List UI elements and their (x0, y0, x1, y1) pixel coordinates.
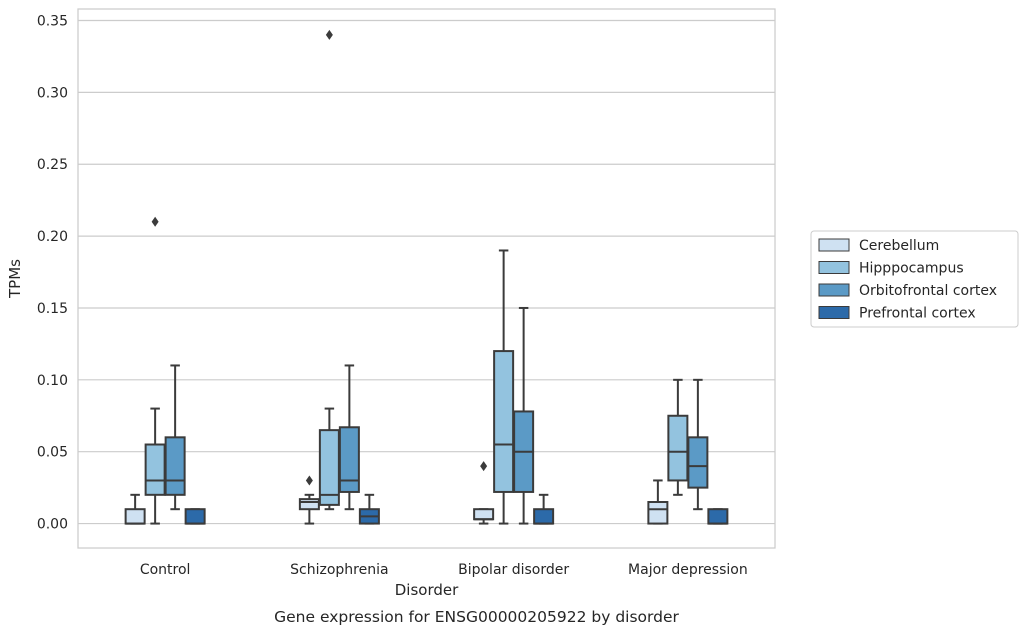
iqr-box (667, 414, 689, 482)
legend-entry-label: Cerebellum (859, 238, 939, 254)
box-orbitofrontal-cortex (687, 378, 709, 511)
y-axis-ticks: 0.00 0.05 0.10 0.15 0.20 0.25 0.30 0.35 (37, 13, 68, 532)
y-tick-label: 0.10 (37, 373, 68, 389)
outlier-point (325, 29, 333, 40)
iqr-box (687, 436, 709, 489)
x-tick-label: Control (140, 562, 191, 578)
x-tick-label: Bipolar disorder (458, 562, 569, 578)
boxes-layer (124, 29, 729, 525)
y-tick-label: 0.30 (37, 85, 68, 101)
iqr-box (493, 350, 515, 493)
box-cerebellum (124, 493, 146, 525)
outlier-point (305, 475, 313, 486)
plot-frame (77, 8, 776, 549)
box-cerebellum (473, 461, 495, 525)
legend-swatch (818, 261, 850, 274)
iqr-box (707, 508, 729, 525)
y-tick-label: 0.05 (37, 445, 68, 461)
iqr-box (184, 508, 206, 525)
box-prefrontal-cortex (707, 508, 729, 525)
iqr-box (298, 498, 320, 511)
iqr-box (473, 508, 495, 521)
legend: Cerebellum Hipppocampus Orbitofrontal cort… (810, 230, 1019, 328)
box-orbitofrontal-cortex (164, 364, 186, 511)
box-prefrontal-cortex (533, 493, 555, 525)
chart-caption: Gene expression for ENSG00000205922 by d… (274, 608, 679, 626)
legend-entry-label: Hipppocampus (859, 261, 964, 277)
box-hipppocampus (493, 249, 515, 525)
box-cerebellum (647, 479, 669, 525)
outlier-point (151, 216, 159, 227)
legend-swatch (818, 283, 850, 297)
iqr-box (144, 443, 166, 496)
iqr-box (338, 426, 360, 493)
x-axis-label: Disorder (395, 581, 459, 599)
iqr-box (318, 429, 340, 506)
legend-swatch (818, 306, 850, 319)
y-axis-label: TPMs (6, 259, 24, 299)
y-tick-label: 0.15 (37, 301, 68, 317)
y-tick-label: 0.20 (37, 229, 68, 245)
legend-entry-label: Orbitofrontal cortex (859, 283, 997, 299)
y-tick-label: 0.25 (37, 157, 68, 173)
iqr-box (124, 508, 146, 525)
legend-swatch (818, 238, 850, 252)
box-orbitofrontal-cortex (513, 306, 535, 525)
box-cerebellum (298, 475, 320, 525)
x-axis-ticks: Control Schizophrenia Bipolar disorder Majo… (140, 562, 748, 578)
iqr-box (164, 436, 186, 496)
iqr-box (647, 501, 669, 525)
box-prefrontal-cortex (184, 508, 206, 525)
box-orbitofrontal-cortex (338, 364, 360, 511)
x-tick-label: Major depression (628, 562, 748, 578)
y-tick-label: 0.35 (37, 13, 68, 29)
y-tick-label: 0.00 (37, 517, 68, 533)
iqr-box (533, 508, 555, 525)
legend-entry-label: Prefrontal cortex (859, 306, 976, 322)
x-tick-label: Schizophrenia (290, 562, 388, 578)
legend-frame (810, 230, 1019, 328)
box-prefrontal-cortex (358, 493, 380, 525)
outlier-point (480, 461, 488, 472)
